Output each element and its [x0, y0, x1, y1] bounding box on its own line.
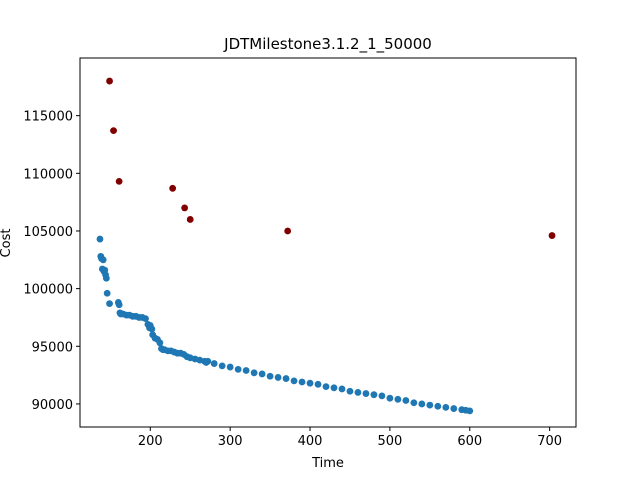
data-point [282, 375, 290, 382]
data-point [115, 301, 123, 309]
data-point [204, 357, 212, 365]
data-point [362, 390, 370, 397]
y-tick-label: 90000 [32, 398, 73, 413]
data-point [284, 227, 292, 235]
data-point [426, 401, 434, 409]
points-layer [96, 77, 556, 415]
x-tick-label: 400 [298, 434, 323, 449]
data-point [169, 184, 177, 192]
data-point [418, 400, 426, 408]
data-point [226, 363, 234, 371]
data-point [148, 325, 156, 333]
data-point [314, 380, 322, 388]
data-point [306, 379, 314, 387]
x-tick-label: 700 [537, 434, 562, 449]
x-ticks: 200 300 400 500 600 700 [138, 427, 562, 449]
data-point [354, 389, 362, 396]
x-tick-label: 300 [218, 434, 243, 449]
y-tick-label: 110000 [23, 167, 73, 182]
data-point [102, 274, 110, 282]
x-axis-label: Time [311, 456, 344, 471]
x-tick-label: 500 [377, 434, 402, 449]
data-point [99, 256, 107, 264]
data-point [434, 402, 442, 410]
data-point [210, 360, 218, 367]
data-point [410, 399, 418, 407]
data-point [378, 392, 386, 400]
y-tick-label: 105000 [23, 225, 73, 240]
data-point [274, 374, 282, 381]
x-tick-label: 200 [138, 434, 163, 449]
data-point [103, 289, 111, 297]
data-point [346, 387, 354, 395]
data-point [402, 397, 410, 404]
data-point [370, 391, 378, 399]
data-point [186, 216, 194, 223]
data-point [290, 377, 298, 385]
data-point [110, 127, 117, 135]
data-point [115, 177, 123, 185]
chart-title: JDTMilestone3.1.2_1_50000 [223, 35, 432, 54]
data-point [330, 384, 338, 392]
data-point [548, 232, 556, 239]
data-point [142, 315, 149, 323]
data-point [386, 394, 394, 402]
data-point [242, 367, 250, 374]
data-point [258, 370, 266, 378]
data-point [450, 405, 458, 412]
y-ticks: 90000 95000 100000 105000 110000 115000 [23, 110, 80, 413]
data-point [266, 372, 274, 380]
x-tick-label: 600 [457, 434, 482, 449]
y-tick-label: 100000 [23, 283, 73, 298]
plot-frame [79, 57, 577, 428]
y-axis-label: Cost [0, 229, 14, 258]
data-point [156, 339, 164, 347]
data-point [250, 369, 258, 377]
data-point [181, 204, 189, 212]
data-point [442, 404, 450, 411]
data-point [466, 407, 474, 415]
data-point [394, 395, 402, 403]
data-point [96, 235, 104, 243]
data-point [234, 365, 242, 373]
y-tick-label: 95000 [32, 340, 73, 355]
data-point [298, 378, 306, 386]
data-point [218, 362, 226, 370]
data-point [322, 383, 330, 391]
data-point [338, 385, 346, 393]
y-tick-label: 115000 [23, 110, 73, 125]
data-point [106, 300, 113, 308]
data-point [106, 77, 113, 85]
